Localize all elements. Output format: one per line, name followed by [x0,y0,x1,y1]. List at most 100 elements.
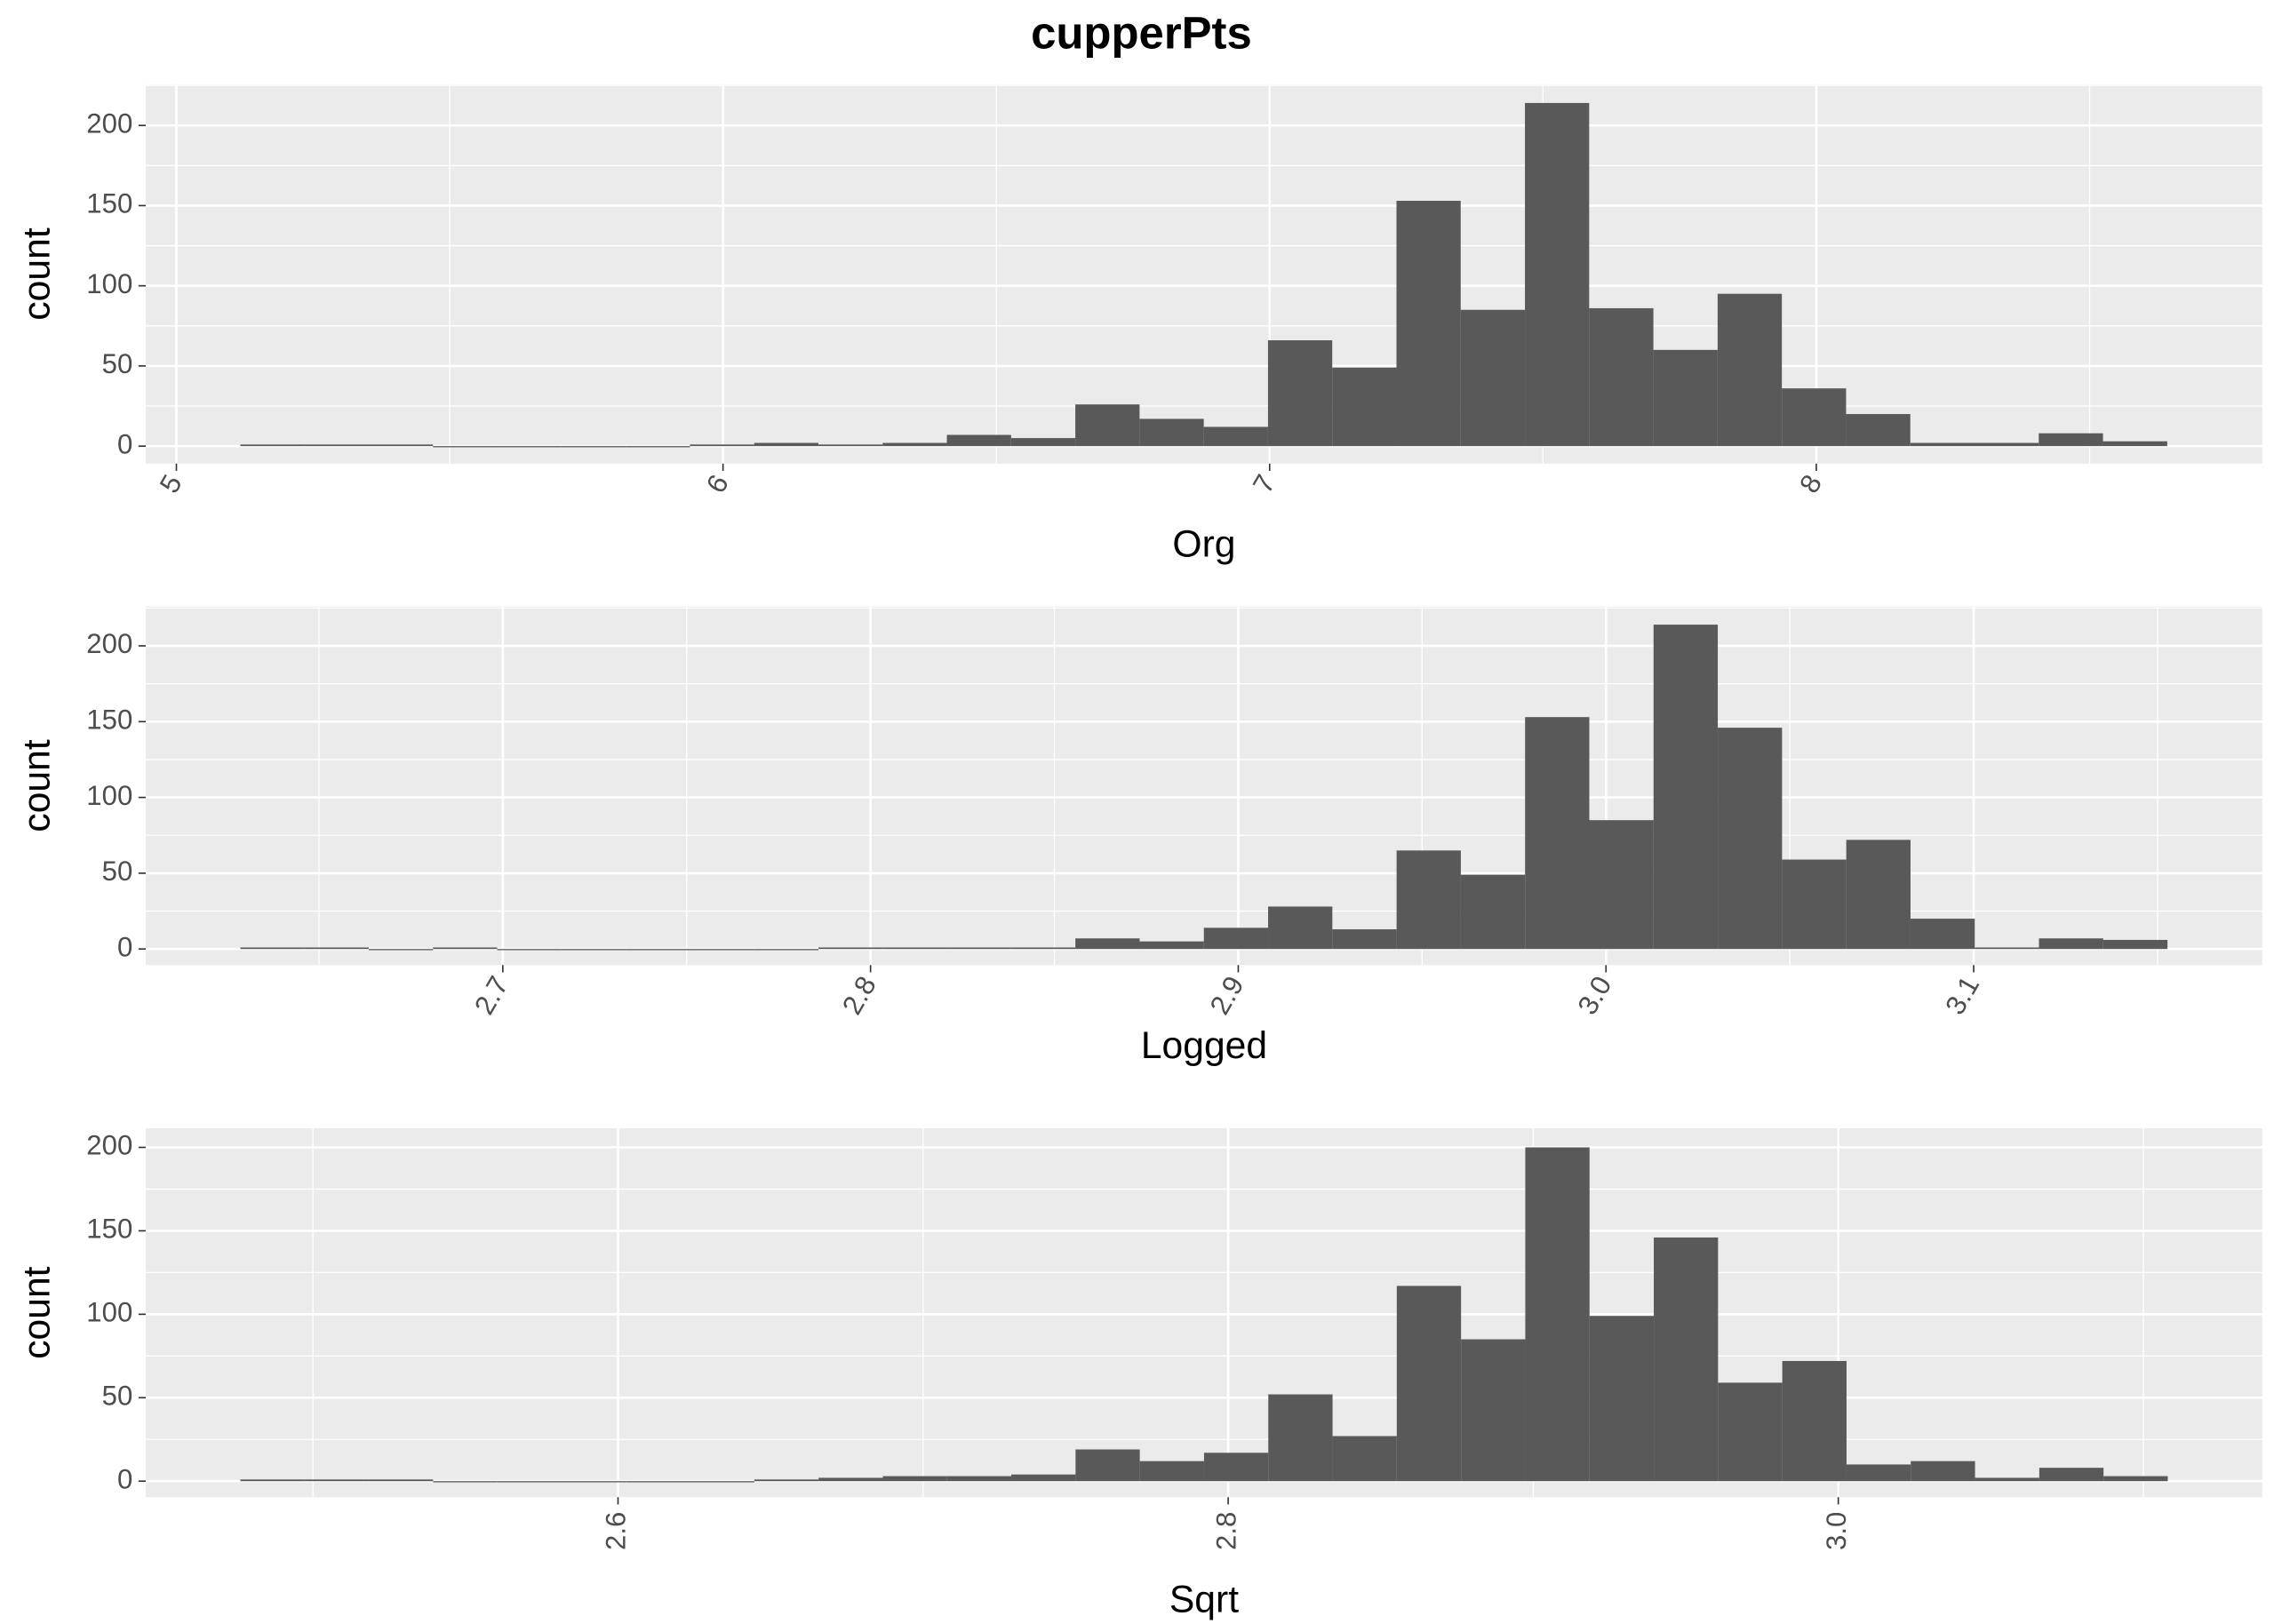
bar [1267,340,1333,447]
bar [240,444,305,447]
bar [304,947,369,950]
bar [1846,840,1911,950]
bar [369,444,434,447]
bar [1589,307,1654,447]
bar [1010,947,1076,950]
bar [626,949,690,951]
bar [1075,404,1140,447]
bar [946,947,1011,950]
bar [818,444,883,447]
bar [1910,442,1975,447]
y-tick-label: 200 [86,1130,132,1161]
bar [1139,941,1204,950]
bar [1654,1237,1719,1482]
bar [2103,1476,2168,1482]
bar [1589,820,1654,950]
bar [946,434,1011,447]
bar [1396,1286,1462,1482]
bar [497,446,562,448]
bar [754,1479,819,1482]
x-tick-label: 3.0 [1821,1512,1852,1550]
x-tick-label: 2.9 [1204,971,1250,1020]
bar [626,1481,690,1483]
bar [1460,874,1526,950]
y-tick-label: 150 [86,1214,132,1245]
y-tick-label: 150 [86,705,132,736]
panel-background [146,1128,2262,1498]
bar [240,1479,305,1482]
bar [1975,947,2039,950]
bar [1461,1339,1526,1482]
bar [690,949,754,951]
bar [433,1481,498,1483]
bar [1396,850,1461,950]
bar [2039,433,2103,447]
bar [2039,1468,2104,1482]
bar [369,1479,434,1482]
bar [1782,388,1847,447]
bar [2102,939,2168,950]
bar [1782,859,1847,950]
bar [1782,1360,1847,1482]
bar [433,947,498,950]
y-tick-label: 200 [86,107,132,139]
bar [1975,442,2039,447]
bar [561,1481,626,1483]
y-tick-label: 50 [102,856,133,887]
panel-background [146,84,2262,464]
y-tick-label: 100 [86,1297,132,1328]
bar [1332,1436,1397,1482]
bar [1203,1453,1269,1482]
bar [1203,927,1269,950]
bar [882,947,947,950]
bar [1332,929,1397,950]
y-tick-label: 0 [117,931,132,962]
bar [1653,625,1719,950]
bar [1975,1477,2039,1482]
bar [626,446,690,448]
bar [561,446,626,448]
bar [433,446,498,448]
y-axis-title: count [16,227,59,320]
bar [2102,441,2167,447]
bar [1010,438,1076,447]
x-tick-label: 3.0 [1571,971,1617,1020]
bar [1139,1461,1204,1482]
bar [561,949,626,951]
bar [754,442,818,447]
x-tick-label: 6 [700,469,735,498]
bar [1460,309,1526,447]
bar [690,1481,754,1483]
bar [1139,418,1204,447]
x-tick-label: 8 [1793,469,1828,498]
x-tick-label: 2.8 [836,971,882,1020]
x-axis-title: Logged [1141,1024,1267,1067]
figure-title: cupperPts [1031,7,1252,58]
bar [1268,1394,1333,1482]
y-tick-label: 100 [86,268,132,299]
x-axis-title: Sqrt [1169,1579,1239,1621]
x-tick-label: 3.1 [1939,971,1985,1020]
y-tick-label: 50 [102,348,133,379]
y-tick-label: 0 [117,1463,132,1494]
bar [1203,426,1268,447]
bar [882,1476,947,1482]
x-tick-label: 2.7 [468,971,515,1020]
bar [818,1477,883,1482]
y-tick-label: 150 [86,188,132,219]
bar [1268,906,1333,950]
y-axis-title: count [16,739,59,832]
bar [1011,1474,1076,1482]
bar [1717,293,1783,447]
bar [1910,919,1975,950]
bar [946,1476,1012,1482]
y-tick-label: 0 [117,428,132,459]
bar [1525,102,1590,447]
y-tick-label: 50 [102,1381,133,1412]
bar [1525,1147,1590,1482]
bar [1075,1449,1140,1482]
bar [690,444,754,447]
bar [304,1479,370,1482]
bar [368,949,434,951]
